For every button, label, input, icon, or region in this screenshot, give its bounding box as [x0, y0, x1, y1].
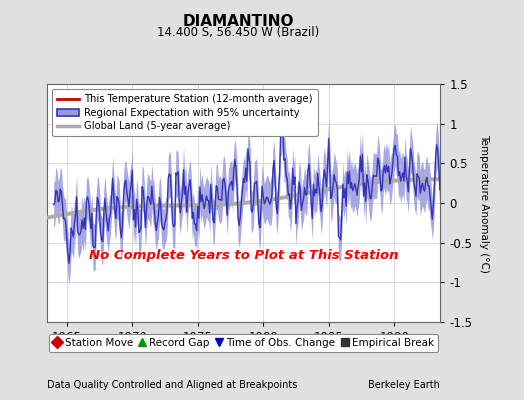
Text: 14.400 S, 56.450 W (Brazil): 14.400 S, 56.450 W (Brazil) — [157, 26, 320, 39]
Text: Berkeley Earth: Berkeley Earth — [368, 380, 440, 390]
Legend: Station Move, Record Gap, Time of Obs. Change, Empirical Break: Station Move, Record Gap, Time of Obs. C… — [49, 334, 439, 352]
Text: DIAMANTINO: DIAMANTINO — [183, 14, 294, 29]
Y-axis label: Temperature Anomaly (°C): Temperature Anomaly (°C) — [479, 134, 489, 272]
Text: Data Quality Controlled and Aligned at Breakpoints: Data Quality Controlled and Aligned at B… — [47, 380, 298, 390]
Text: No Complete Years to Plot at This Station: No Complete Years to Plot at This Statio… — [89, 249, 398, 262]
Legend: This Temperature Station (12-month average), Regional Expectation with 95% uncer: This Temperature Station (12-month avera… — [52, 89, 318, 136]
